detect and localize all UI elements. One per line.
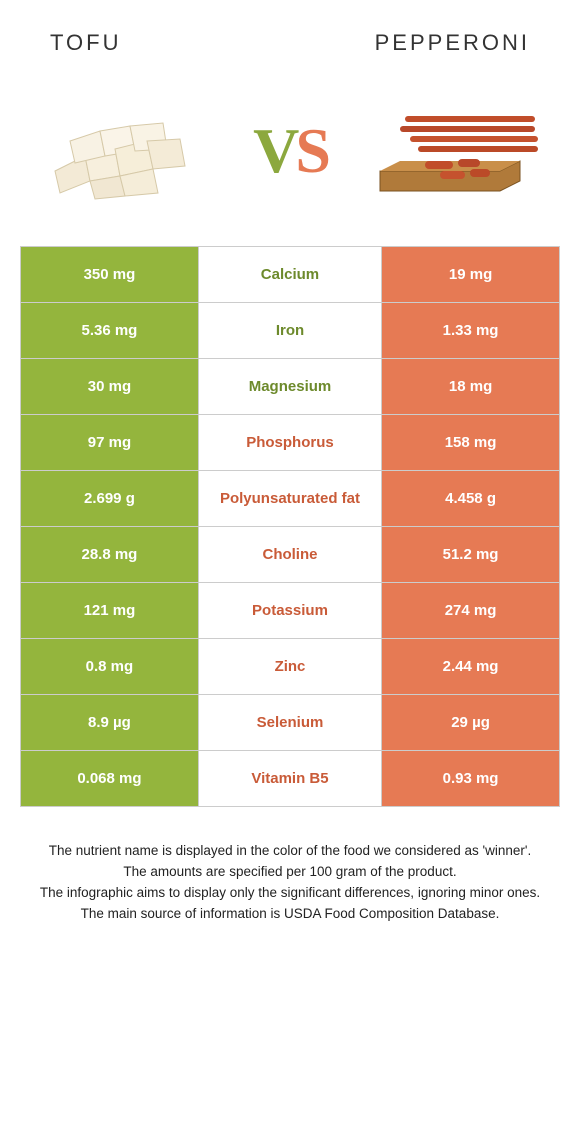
table-row: 0.8 mgZinc2.44 mg [21,639,560,695]
tofu-image [30,96,210,206]
table-row: 350 mgCalcium19 mg [21,247,560,303]
left-food-title: Tofu [50,30,121,56]
left-value-cell: 5.36 mg [21,303,199,359]
right-value-cell: 29 µg [382,695,560,751]
nutrient-label-cell: Choline [198,527,381,583]
nutrient-table: 350 mgCalcium19 mg5.36 mgIron1.33 mg30 m… [20,246,560,807]
left-value-cell: 0.068 mg [21,751,199,807]
right-value-cell: 19 mg [382,247,560,303]
right-value-cell: 4.458 g [382,471,560,527]
table-row: 28.8 mgCholine51.2 mg [21,527,560,583]
right-value-cell: 51.2 mg [382,527,560,583]
left-value-cell: 30 mg [21,359,199,415]
right-value-cell: 158 mg [382,415,560,471]
footer-notes: The nutrient name is displayed in the co… [20,807,560,924]
hero-row: VS [20,76,560,246]
table-row: 121 mgPotassium274 mg [21,583,560,639]
right-value-cell: 1.33 mg [382,303,560,359]
footer-line-3: The infographic aims to display only the… [30,884,550,903]
table-row: 30 mgMagnesium18 mg [21,359,560,415]
left-value-cell: 97 mg [21,415,199,471]
left-value-cell: 28.8 mg [21,527,199,583]
vs-label: VS [253,114,327,188]
left-value-cell: 0.8 mg [21,639,199,695]
left-value-cell: 8.9 µg [21,695,199,751]
nutrient-label-cell: Polyunsaturated fat [198,471,381,527]
nutrient-label-cell: Potassium [198,583,381,639]
footer-line-1: The nutrient name is displayed in the co… [30,842,550,861]
footer-line-4: The main source of information is USDA F… [30,905,550,924]
right-value-cell: 0.93 mg [382,751,560,807]
left-value-cell: 121 mg [21,583,199,639]
vs-v: V [253,115,295,186]
left-value-cell: 2.699 g [21,471,199,527]
right-value-cell: 274 mg [382,583,560,639]
table-row: 97 mgPhosphorus158 mg [21,415,560,471]
nutrient-label-cell: Zinc [198,639,381,695]
nutrient-label-cell: Vitamin B5 [198,751,381,807]
vs-s: S [295,115,327,186]
nutrient-label-cell: Phosphorus [198,415,381,471]
table-row: 5.36 mgIron1.33 mg [21,303,560,359]
left-value-cell: 350 mg [21,247,199,303]
right-value-cell: 2.44 mg [382,639,560,695]
header: Tofu Pepperoni [20,20,560,76]
right-food-title: Pepperoni [375,30,530,56]
table-row: 0.068 mgVitamin B50.93 mg [21,751,560,807]
nutrient-label-cell: Selenium [198,695,381,751]
nutrient-label-cell: Iron [198,303,381,359]
nutrient-label-cell: Calcium [198,247,381,303]
table-row: 2.699 gPolyunsaturated fat4.458 g [21,471,560,527]
right-value-cell: 18 mg [382,359,560,415]
footer-line-2: The amounts are specified per 100 gram o… [30,863,550,882]
table-row: 8.9 µgSelenium29 µg [21,695,560,751]
pepperoni-image [370,96,550,206]
nutrient-label-cell: Magnesium [198,359,381,415]
